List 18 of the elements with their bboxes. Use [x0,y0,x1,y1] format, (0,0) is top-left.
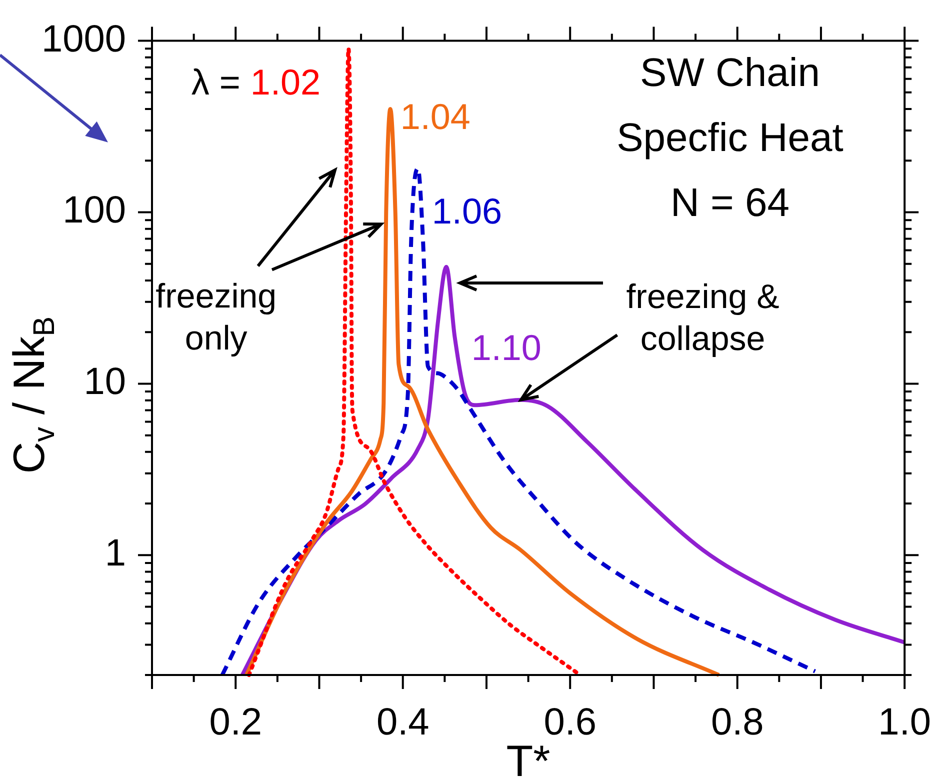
text: Specfic Heat [616,116,844,160]
series-label: 1.04 [400,96,470,137]
annotation: N = 64 [670,181,790,226]
y-tick-label: 100 [62,190,126,232]
y-tick-label: 1 [104,532,126,575]
x-tick-label: 1.0 [878,701,931,744]
series-label: 1.10 [471,326,542,368]
x-tick-label: 0.2 [209,701,262,744]
series-label: 1.02 [250,62,321,103]
x-tick-label: 0.4 [376,701,430,744]
annotation: freezing only [156,278,277,358]
chart-title: SW Chain [640,51,820,96]
y-tick-label: 10 [84,361,126,404]
annotation: freezing & collapse [626,278,780,358]
series-label: 1.06 [432,190,502,232]
y-tick-label: 1000 [41,18,126,60]
x-tick-label: 0.8 [710,701,764,744]
legend-title: λ = [191,62,250,103]
